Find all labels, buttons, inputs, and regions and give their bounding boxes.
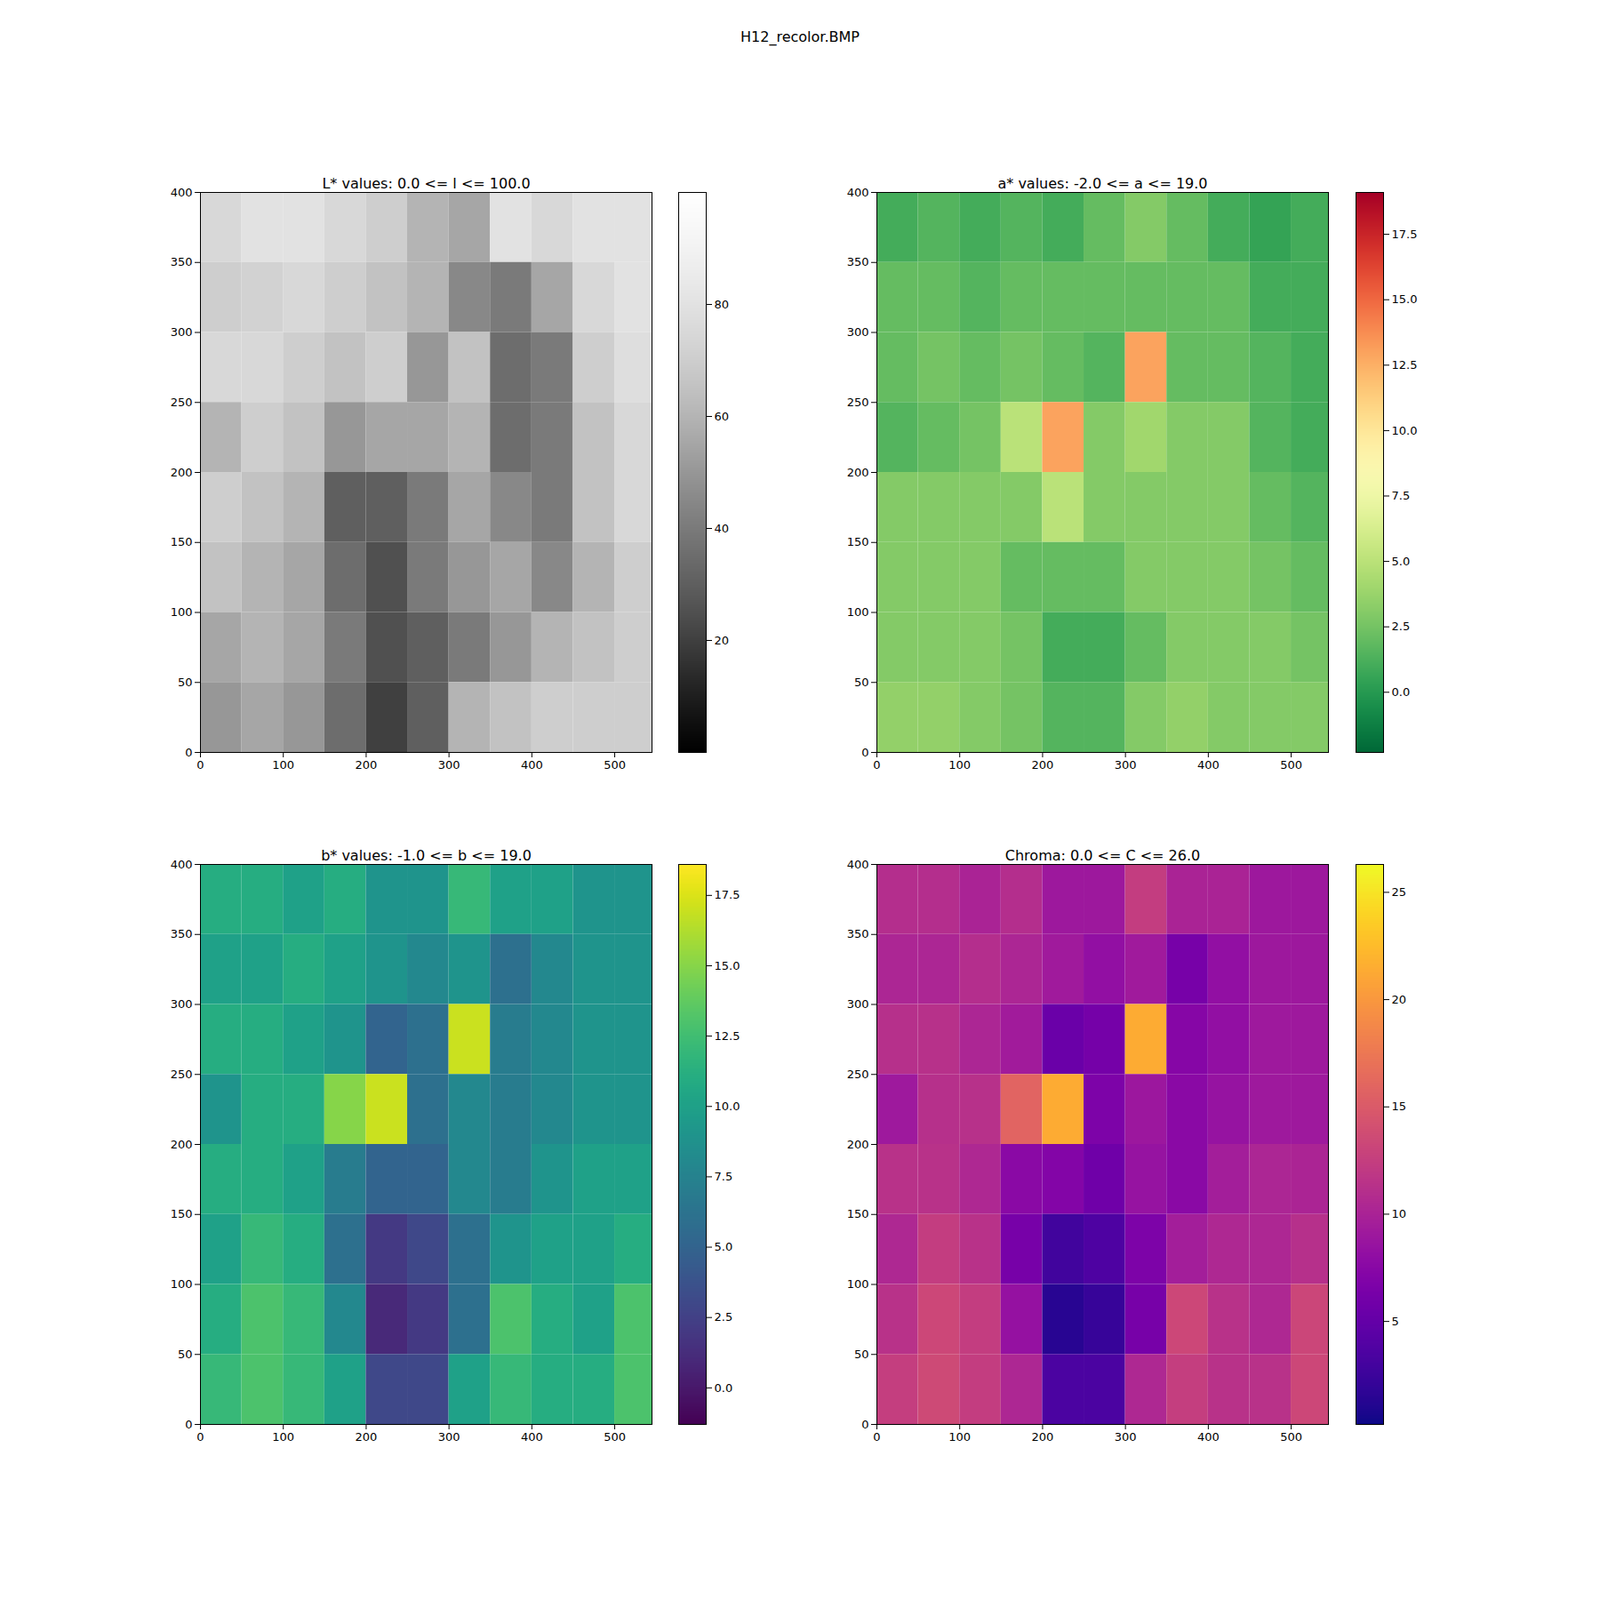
svg-text:250: 250	[170, 1067, 193, 1081]
svg-text:300: 300	[438, 758, 461, 772]
svg-text:200: 200	[355, 1430, 378, 1444]
svg-text:100: 100	[847, 1277, 870, 1291]
svg-text:0: 0	[184, 745, 192, 760]
svg-text:50: 50	[854, 675, 870, 689]
svg-text:100: 100	[948, 1430, 971, 1444]
svg-text:350: 350	[170, 255, 193, 269]
svg-text:12.5: 12.5	[714, 1029, 741, 1043]
svg-text:100: 100	[847, 605, 870, 619]
svg-text:200: 200	[847, 1137, 870, 1152]
svg-text:300: 300	[1114, 758, 1137, 772]
svg-text:400: 400	[1197, 758, 1220, 772]
html-text:H12_recolor.BMP: H12_recolor.BMP	[740, 28, 860, 46]
svg-text:400: 400	[520, 1430, 544, 1444]
svg-text:500: 500	[1280, 758, 1303, 772]
svg-text:400: 400	[520, 758, 544, 772]
svg-text:150: 150	[170, 535, 193, 549]
svg-text:0: 0	[861, 745, 869, 760]
svg-text:300: 300	[1114, 1430, 1137, 1444]
svg-text:10.0: 10.0	[714, 1099, 741, 1113]
svg-text:0: 0	[196, 1430, 204, 1444]
svg-text:15.0: 15.0	[1392, 292, 1418, 306]
svg-text:300: 300	[170, 997, 193, 1011]
svg-text:Chroma: 0.0 <= C <= 26.0: Chroma: 0.0 <= C <= 26.0	[1005, 847, 1200, 864]
svg-text:300: 300	[170, 325, 193, 339]
svg-text:100: 100	[272, 758, 295, 772]
svg-text:2.5: 2.5	[714, 1310, 734, 1324]
svg-text:250: 250	[170, 395, 193, 409]
svg-text:2.5: 2.5	[1392, 619, 1411, 633]
svg-text:300: 300	[438, 1430, 461, 1444]
svg-text:250: 250	[847, 1067, 870, 1081]
svg-text:500: 500	[603, 1430, 626, 1444]
svg-text:15: 15	[1392, 1099, 1408, 1113]
svg-text:100: 100	[272, 1430, 295, 1444]
svg-text:200: 200	[1032, 1430, 1055, 1444]
svg-text:400: 400	[170, 185, 193, 200]
svg-text:400: 400	[847, 185, 870, 200]
svg-text:10: 10	[1392, 1207, 1408, 1221]
svg-text:20: 20	[1392, 992, 1408, 1007]
svg-text:0: 0	[872, 758, 880, 772]
svg-text:200: 200	[1032, 758, 1055, 772]
svg-text:300: 300	[847, 325, 870, 339]
svg-text:400: 400	[1197, 1430, 1220, 1444]
svg-text:25: 25	[1392, 885, 1408, 899]
svg-text:200: 200	[847, 465, 870, 480]
svg-text:350: 350	[170, 927, 193, 941]
svg-text:200: 200	[170, 465, 193, 480]
svg-text:100: 100	[948, 758, 971, 772]
svg-text:0: 0	[872, 1430, 880, 1444]
svg-text:5.0: 5.0	[1392, 554, 1411, 568]
svg-text:400: 400	[170, 857, 193, 872]
svg-text:100: 100	[170, 1277, 193, 1291]
svg-text:150: 150	[847, 1207, 870, 1221]
svg-text:80: 80	[714, 297, 730, 312]
svg-text:0: 0	[861, 1417, 869, 1432]
svg-text:17.5: 17.5	[1392, 227, 1418, 241]
svg-text:150: 150	[847, 535, 870, 549]
svg-text:0.0: 0.0	[1392, 685, 1411, 699]
svg-text:200: 200	[170, 1137, 193, 1152]
svg-text:5: 5	[1392, 1314, 1400, 1328]
svg-text:12.5: 12.5	[1392, 358, 1418, 372]
svg-text:50: 50	[177, 1347, 193, 1361]
svg-text:50: 50	[854, 1347, 870, 1361]
svg-text:10.0: 10.0	[1392, 424, 1418, 438]
svg-text:0.0: 0.0	[714, 1381, 734, 1395]
svg-text:0: 0	[196, 758, 204, 772]
svg-text:b* values: -1.0 <= b <= 19.0: b* values: -1.0 <= b <= 19.0	[320, 847, 532, 864]
svg-text:350: 350	[847, 927, 870, 941]
svg-text:100: 100	[170, 605, 193, 619]
svg-text:40: 40	[714, 521, 730, 536]
svg-text:7.5: 7.5	[714, 1169, 734, 1184]
svg-text:0: 0	[184, 1417, 192, 1432]
svg-text:300: 300	[847, 997, 870, 1011]
svg-text:L* values: 0.0 <= l <= 100.0: L* values: 0.0 <= l <= 100.0	[321, 175, 530, 192]
svg-text:200: 200	[355, 758, 378, 772]
svg-text:17.5: 17.5	[714, 888, 741, 902]
svg-text:400: 400	[847, 857, 870, 872]
svg-text:150: 150	[170, 1207, 193, 1221]
svg-text:15.0: 15.0	[714, 959, 741, 973]
svg-text:7.5: 7.5	[1392, 488, 1411, 503]
svg-text:a* values: -2.0 <= a <= 19.0: a* values: -2.0 <= a <= 19.0	[997, 175, 1208, 192]
svg-text:20: 20	[714, 633, 730, 648]
svg-text:50: 50	[177, 675, 193, 689]
svg-text:60: 60	[714, 409, 730, 424]
svg-text:250: 250	[847, 395, 870, 409]
svg-text:500: 500	[603, 758, 626, 772]
svg-text:5.0: 5.0	[714, 1240, 734, 1254]
svg-text:500: 500	[1280, 1430, 1303, 1444]
svg-text:350: 350	[847, 255, 870, 269]
